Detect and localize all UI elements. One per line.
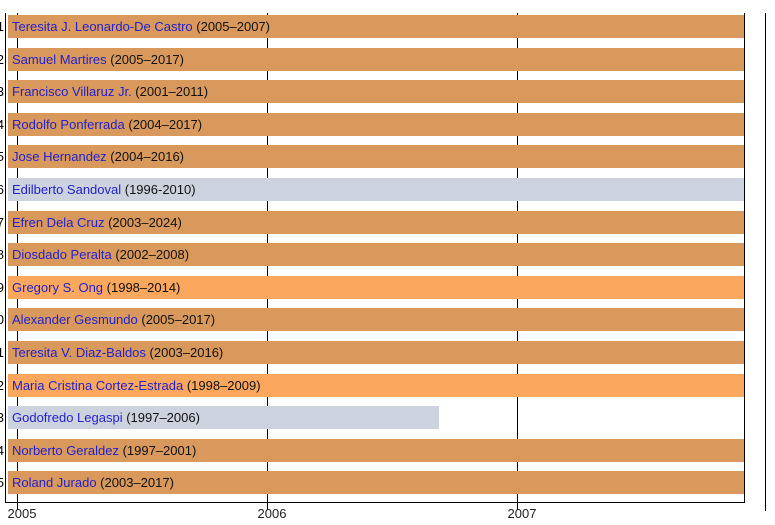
term-bar: Jose Hernandez (2004–2016) xyxy=(8,145,744,168)
term-years: (1997–2001) xyxy=(118,443,197,458)
term-bar: Francisco Villaruz Jr. (2001–2011) xyxy=(8,80,744,103)
row-number: 4 xyxy=(0,117,4,132)
person-link[interactable]: Francisco Villaruz Jr. xyxy=(12,84,132,99)
term-bar: Gregory S. Ong (1998–2014) xyxy=(8,276,744,299)
term-bar: Norberto Geraldez (1997–2001) xyxy=(8,439,744,462)
term-years: (2003–2017) xyxy=(96,475,174,490)
person-link[interactable]: Gregory S. Ong xyxy=(12,280,104,295)
row-number: 15 xyxy=(0,475,4,490)
row-number: 11 xyxy=(0,345,4,360)
x-axis-tick xyxy=(517,502,518,510)
term-bar: Diosdado Peralta (2002–2008) xyxy=(8,243,744,266)
term-years: (2005–2007) xyxy=(192,19,270,34)
row-number: 10 xyxy=(0,312,4,327)
term-bar: Roland Jurado (2003–2017) xyxy=(8,471,744,494)
person-link[interactable]: Teresita V. Diaz-Baldos xyxy=(12,345,146,360)
row-number: 5 xyxy=(0,149,4,164)
row-number: 12 xyxy=(0,378,4,393)
x-axis-tick xyxy=(267,502,268,510)
term-bar: Teresita J. Leonardo-De Castro (2005–200… xyxy=(8,15,744,38)
term-years: (2004–2017) xyxy=(124,117,203,132)
plot-right-border xyxy=(744,13,745,502)
x-axis-line xyxy=(5,502,745,503)
term-years: (2001–2011) xyxy=(131,84,209,99)
person-link[interactable]: Efren Dela Cruz xyxy=(12,215,105,230)
term-bar: Samuel Martires (2005–2017) xyxy=(8,48,744,71)
x-axis-tick-label: 2007 xyxy=(507,506,537,521)
row-number: 14 xyxy=(0,443,4,458)
term-years: (2002–2008) xyxy=(111,247,190,262)
term-years: (2003–2016) xyxy=(145,345,224,360)
person-link[interactable]: Samuel Martires xyxy=(12,52,107,67)
term-years: (1996-2010) xyxy=(121,182,196,197)
term-bar: Maria Cristina Cortez-Estrada (1998–2009… xyxy=(8,374,744,397)
person-link[interactable]: Teresita J. Leonardo-De Castro xyxy=(12,19,193,34)
row-number: 3 xyxy=(0,84,4,99)
term-bar: Rodolfo Ponferrada (2004–2017) xyxy=(8,113,744,136)
term-years: (1998–2014) xyxy=(103,280,181,295)
term-bar: Teresita V. Diaz-Baldos (2003–2016) xyxy=(8,341,744,364)
next-year-gridline xyxy=(765,13,766,511)
person-link[interactable]: Maria Cristina Cortez-Estrada xyxy=(12,378,184,393)
row-number: 2 xyxy=(0,52,4,67)
row-number: 6 xyxy=(0,182,4,197)
person-link[interactable]: Roland Jurado xyxy=(12,475,97,490)
person-link[interactable]: Edilberto Sandoval xyxy=(12,182,122,197)
term-years: (2005–2017) xyxy=(137,312,216,327)
term-years: (1998–2009) xyxy=(183,378,261,393)
x-axis-tick xyxy=(17,502,18,510)
term-years: (1997–2006) xyxy=(122,410,200,425)
term-bar: Efren Dela Cruz (2003–2024) xyxy=(8,211,744,234)
x-axis-tick-label: 2005 xyxy=(7,506,37,521)
row-number: 8 xyxy=(0,247,4,262)
y-axis-line xyxy=(5,13,6,502)
term-bar: Edilberto Sandoval (1996-2010) xyxy=(8,178,744,201)
term-bar: Alexander Gesmundo (2005–2017) xyxy=(8,308,744,331)
x-axis-tick-label: 2006 xyxy=(257,506,287,521)
term-years: (2003–2024) xyxy=(104,215,182,230)
row-number: 7 xyxy=(0,215,4,230)
term-years: (2004–2016) xyxy=(106,149,185,164)
person-link[interactable]: Godofredo Legaspi xyxy=(12,410,123,425)
row-number: 13 xyxy=(0,410,4,425)
row-number: 1 xyxy=(0,19,4,34)
term-years: (2005–2017) xyxy=(106,52,184,67)
person-link[interactable]: Alexander Gesmundo xyxy=(12,312,138,327)
person-link[interactable]: Rodolfo Ponferrada xyxy=(12,117,125,132)
person-link[interactable]: Norberto Geraldez xyxy=(12,443,119,458)
term-bar: Godofredo Legaspi (1997–2006) xyxy=(8,406,439,429)
person-link[interactable]: Diosdado Peralta xyxy=(12,247,112,262)
row-number: 9 xyxy=(0,280,4,295)
person-link[interactable]: Jose Hernandez xyxy=(12,149,107,164)
